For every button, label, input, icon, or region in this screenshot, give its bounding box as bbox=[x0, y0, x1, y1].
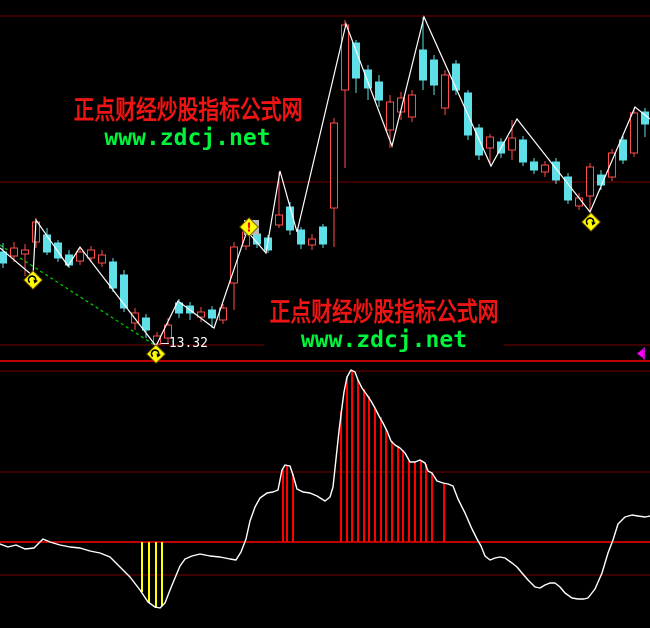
candle bbox=[630, 108, 638, 157]
candle bbox=[430, 55, 438, 95]
price-low-label: —13.32 bbox=[161, 336, 208, 351]
signal-markers: ! bbox=[23, 212, 601, 364]
candle bbox=[120, 270, 128, 312]
watermark-site-name: 正点财经炒股指标公式网 bbox=[269, 298, 499, 329]
candle bbox=[375, 75, 383, 107]
candle bbox=[486, 134, 494, 165]
watermark-site-name: 正点财经炒股指标公式网 bbox=[73, 95, 302, 126]
candle bbox=[330, 118, 338, 247]
watermark-2: 正点财经炒股指标公式网 www.zdcj.net bbox=[264, 295, 504, 357]
candle bbox=[297, 227, 305, 249]
candle bbox=[508, 120, 516, 160]
candle bbox=[87, 246, 95, 262]
candle bbox=[475, 124, 483, 160]
candle bbox=[608, 149, 616, 181]
alert-diamond-icon: ! bbox=[239, 217, 259, 237]
candle bbox=[352, 40, 360, 93]
watermark-site-url: www.zdcj.net bbox=[104, 124, 271, 151]
svg-text:!: ! bbox=[246, 221, 251, 235]
turn-arrow-diamond-icon bbox=[23, 270, 43, 290]
candle bbox=[208, 306, 216, 328]
candle bbox=[186, 302, 194, 320]
candle bbox=[219, 304, 227, 324]
grid-lines bbox=[0, 15, 650, 576]
candle bbox=[275, 172, 283, 228]
candle bbox=[408, 90, 416, 122]
watermark-site-url: www.zdcj.net bbox=[300, 327, 468, 354]
candle bbox=[0, 243, 7, 268]
candle bbox=[619, 136, 627, 164]
svg-text:—13.32: —13.32 bbox=[161, 336, 208, 351]
candle bbox=[552, 158, 560, 184]
turn-arrow-diamond-icon bbox=[581, 212, 601, 232]
candle bbox=[419, 17, 427, 90]
candle bbox=[142, 314, 150, 338]
green-trendline bbox=[0, 244, 157, 347]
candle bbox=[10, 242, 18, 262]
candle bbox=[230, 242, 238, 310]
indicator-bars bbox=[141, 370, 445, 608]
candle bbox=[21, 244, 29, 276]
candle bbox=[308, 234, 316, 250]
candle bbox=[586, 163, 594, 212]
candle bbox=[530, 158, 538, 174]
candle bbox=[98, 250, 106, 267]
candles-layer bbox=[0, 17, 649, 347]
candle bbox=[397, 92, 405, 120]
candle bbox=[341, 20, 349, 168]
candle bbox=[109, 258, 117, 292]
candle bbox=[319, 224, 327, 248]
candle bbox=[564, 173, 572, 204]
candle bbox=[452, 60, 460, 95]
indicator-curve bbox=[0, 369, 650, 609]
candle bbox=[541, 161, 549, 177]
right-edge-arrow-icon bbox=[637, 347, 645, 360]
turn-arrow-diamond-icon bbox=[146, 344, 166, 364]
watermark-1: 正点财经炒股指标公式网 www.zdcj.net bbox=[60, 93, 315, 154]
candle bbox=[197, 307, 205, 322]
candle bbox=[76, 247, 84, 265]
candle bbox=[441, 70, 449, 115]
candle bbox=[519, 136, 527, 166]
zigzag-line bbox=[0, 15, 650, 348]
